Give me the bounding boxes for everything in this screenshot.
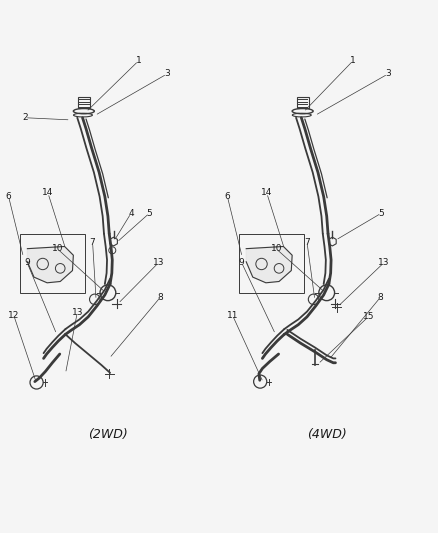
Text: 11: 11 — [226, 311, 238, 320]
Text: 8: 8 — [157, 293, 163, 302]
Text: 5: 5 — [146, 208, 152, 217]
Text: 15: 15 — [362, 312, 373, 321]
Text: (4WD): (4WD) — [306, 429, 346, 441]
Polygon shape — [27, 246, 73, 283]
Text: 7: 7 — [304, 238, 309, 247]
Text: 8: 8 — [377, 293, 382, 302]
Bar — [296, 96, 308, 108]
Text: 9: 9 — [24, 257, 30, 266]
Text: 13: 13 — [152, 259, 164, 268]
Text: 10: 10 — [270, 245, 282, 254]
Bar — [20, 233, 85, 293]
Text: 14: 14 — [42, 189, 53, 198]
Text: 4: 4 — [128, 208, 134, 217]
Text: (2WD): (2WD) — [88, 429, 127, 441]
Text: 13: 13 — [377, 259, 389, 268]
Polygon shape — [246, 246, 292, 283]
Text: 7: 7 — [89, 238, 95, 247]
Text: 9: 9 — [238, 257, 244, 266]
Text: 13: 13 — [71, 308, 83, 317]
Text: 1: 1 — [349, 56, 355, 66]
Text: 5: 5 — [378, 208, 383, 217]
Text: 3: 3 — [384, 69, 390, 78]
Text: 3: 3 — [164, 69, 170, 78]
Text: 6: 6 — [224, 192, 230, 201]
Text: 10: 10 — [52, 245, 63, 254]
Text: 12: 12 — [8, 311, 19, 320]
Text: 2: 2 — [22, 113, 28, 122]
Text: 6: 6 — [6, 192, 11, 201]
Text: 14: 14 — [261, 189, 272, 198]
Bar — [239, 233, 303, 293]
Bar — [78, 96, 90, 108]
Text: 1: 1 — [135, 56, 141, 66]
